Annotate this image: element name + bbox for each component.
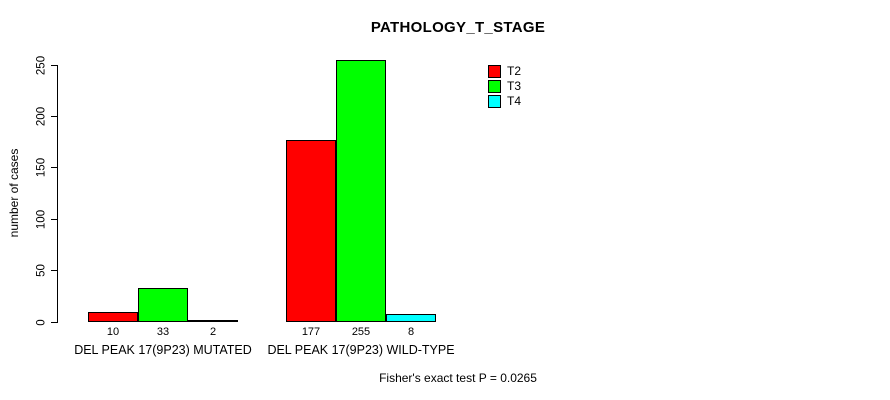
bar-value-label: 33 [156, 326, 170, 338]
category-label: DEL PEAK 17(9P23) MUTATED [74, 343, 252, 357]
legend-label: T2 [507, 64, 522, 78]
fisher-test-annotation: Fisher's exact test P = 0.0265 [379, 371, 537, 385]
bar-t3-group2 [336, 59, 386, 322]
y-tick-label: 0 [35, 318, 48, 326]
y-tick-label: 100 [35, 209, 48, 229]
legend-label: T3 [507, 79, 522, 93]
bar-t4-group1 [188, 319, 238, 322]
legend-label: T4 [507, 94, 522, 108]
y-tick-mark [51, 115, 57, 117]
category-label: DEL PEAK 17(9P23) WILD-TYPE [267, 343, 455, 357]
chart-title: PATHOLOGY_T_STAGE [370, 19, 546, 36]
bar-value-label: 177 [301, 326, 321, 338]
y-axis-line [57, 65, 58, 323]
legend-row-t4: T4 [488, 94, 521, 109]
legend-swatch-t4 [488, 95, 501, 108]
y-tick-label: 50 [35, 264, 48, 277]
legend-swatch-t3 [488, 80, 501, 93]
bar-t2-group2 [286, 140, 336, 322]
bar-value-label: 8 [407, 326, 415, 338]
bar-value-label: 2 [209, 326, 217, 338]
bar-t2-group1 [88, 311, 138, 322]
y-tick-mark [51, 270, 57, 272]
y-tick-label: 200 [35, 106, 48, 126]
legend-row-t2: T2 [488, 64, 521, 79]
y-tick-mark [51, 167, 57, 169]
legend: T2 T3 T4 [488, 64, 521, 109]
legend-swatch-t2 [488, 65, 501, 78]
y-tick-label: 250 [35, 55, 48, 75]
legend-row-t3: T3 [488, 79, 521, 94]
y-tick-mark [51, 64, 57, 66]
y-tick-label: 150 [35, 158, 48, 178]
y-axis-label: number of cases [7, 148, 21, 238]
bar-t4-group2 [386, 313, 436, 322]
bar-t3-group1 [138, 288, 188, 322]
bar-value-label: 255 [351, 326, 371, 338]
bar-value-label: 10 [106, 326, 120, 338]
y-tick-mark [51, 218, 57, 220]
y-tick-mark [51, 321, 57, 323]
